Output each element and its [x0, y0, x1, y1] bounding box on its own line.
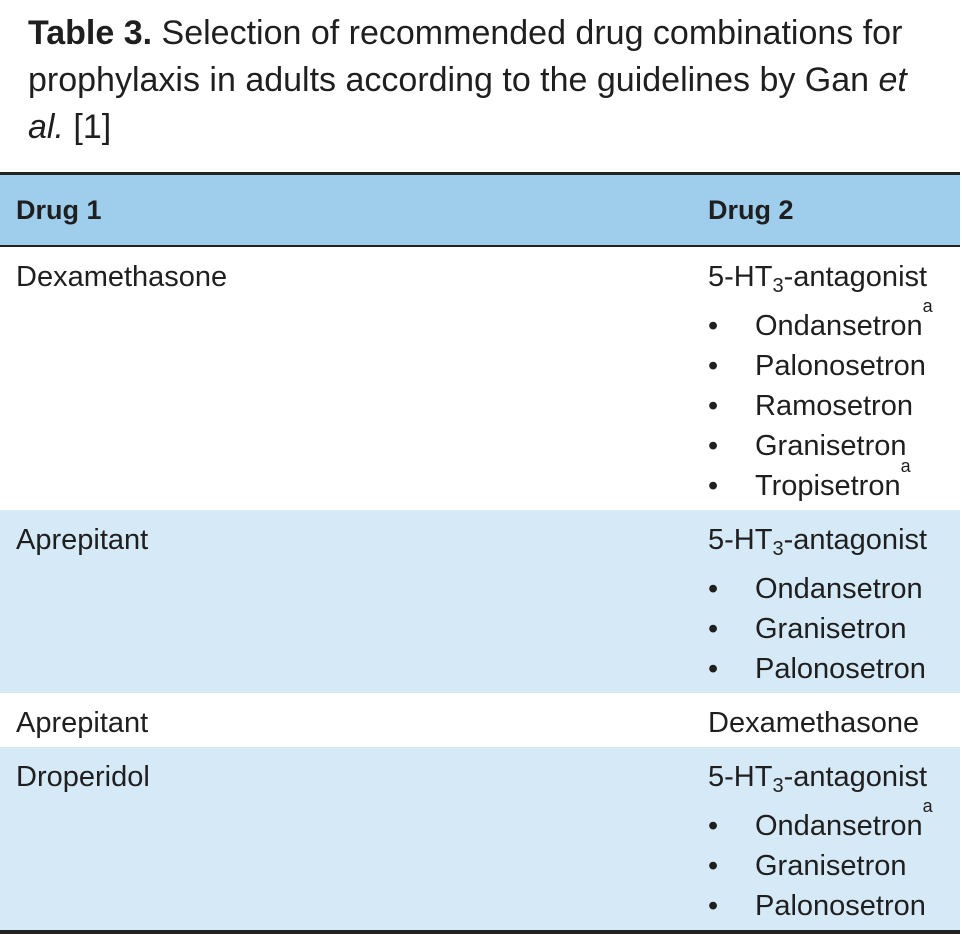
bullet-icon: •	[708, 810, 719, 842]
bullet-icon: •	[708, 430, 719, 462]
header-drug-1: Drug 1	[16, 194, 102, 225]
table-header-row: Drug 1 Drug 2	[0, 175, 960, 247]
list-item: • Palonosetron	[708, 649, 960, 689]
drug-list: • Ondansetron a • Granisetron • Palonosetron	[708, 796, 960, 926]
bullet-icon: •	[708, 653, 719, 685]
footnote-marker: a	[922, 796, 933, 816]
table-row: Dexamethasone 5-HT3-antagonist • Ondanset…	[0, 247, 960, 510]
table-caption: Table 3. Selection of recommended drug c…	[28, 10, 948, 151]
caption-italic: et al.	[28, 61, 907, 146]
drug-2-cell: 5-HT3-antagonist • Ondansetron • Granisetr…	[706, 510, 960, 693]
drug-2-cell: 5-HT3-antagonist • Ondansetron a • Graniset…	[706, 747, 960, 930]
bullet-icon: •	[708, 470, 719, 502]
list-item: • Ondansetron	[708, 569, 960, 609]
drug-1-cell: Dexamethasone	[16, 261, 228, 293]
caption-text: Selection of recommended drug combinatio…	[28, 14, 903, 99]
bullet-icon: •	[708, 350, 719, 382]
footnote-marker: a	[900, 456, 911, 476]
list-item: • Granisetron	[708, 609, 960, 649]
table-row: Aprepitant Dexamethasone	[0, 693, 960, 747]
caption-label: Table 3.	[28, 14, 153, 52]
table-row: Droperidol 5-HT3-antagonist • Ondansetron…	[0, 747, 960, 930]
drug-combination-table: Drug 1 Drug 2 Dexamethasone 5-HT3-antago…	[0, 172, 960, 934]
bullet-icon: •	[708, 890, 719, 922]
list-item: • Palonosetron	[708, 886, 960, 926]
bullet-icon: •	[708, 850, 719, 882]
drug-1-cell: Aprepitant	[16, 707, 149, 739]
drug-list: • Ondansetron • Granisetron • Palonosetron	[708, 569, 960, 689]
list-item: • Ramosetron	[708, 386, 960, 426]
list-item: • Ondansetron a	[708, 796, 960, 846]
bullet-icon: •	[708, 390, 719, 422]
list-item: • Tropisetron a	[708, 456, 960, 506]
drug-class-title: 5-HT3-antagonist	[708, 524, 928, 560]
drug-class-title: 5-HT3-antagonist	[708, 761, 928, 797]
drug-list: • Ondansetron a • Palonosetron • Ramosetron …	[708, 296, 960, 506]
list-item: • Palonosetron	[708, 346, 960, 386]
caption-ref: [1]	[63, 108, 112, 146]
list-item: • Granisetron	[708, 426, 960, 466]
footnote-marker: a	[922, 296, 933, 316]
table-row: Aprepitant 5-HT3-antagonist • Ondansetron…	[0, 510, 960, 693]
bullet-icon: •	[708, 310, 719, 342]
drug-1-cell: Droperidol	[16, 761, 150, 793]
drug-2-cell: 5-HT3-antagonist • Ondansetron a • Palonose…	[706, 247, 960, 510]
drug-class-title: 5-HT3-antagonist	[708, 261, 928, 297]
bullet-icon: •	[708, 613, 719, 645]
drug-2-cell: Dexamethasone	[708, 707, 920, 739]
bullet-icon: •	[708, 573, 719, 605]
header-drug-2: Drug 2	[708, 194, 794, 225]
list-item: • Ondansetron a	[708, 296, 960, 346]
list-item: • Granisetron	[708, 846, 960, 886]
drug-1-cell: Aprepitant	[16, 524, 149, 556]
